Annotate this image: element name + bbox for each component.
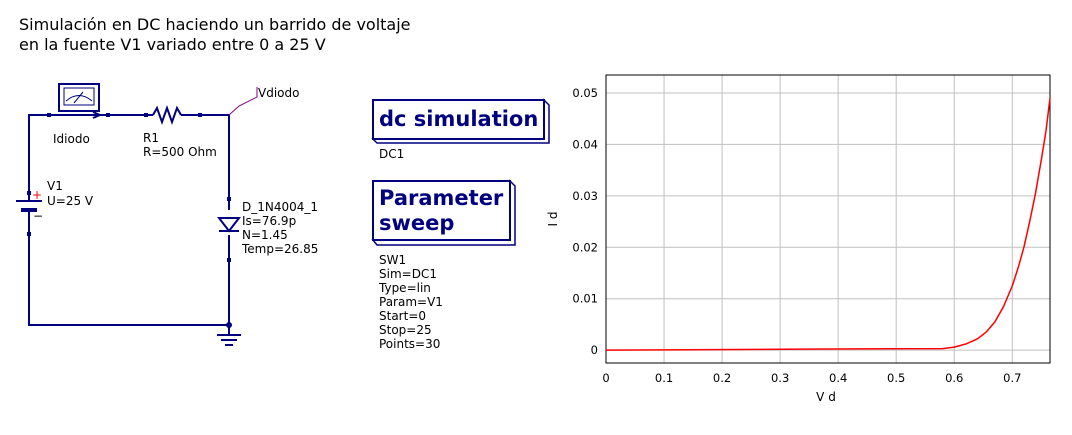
chart-x-tick-label: 0.1 (655, 371, 673, 385)
dc-simulation-block[interactable]: dc simulation (371, 98, 550, 144)
ammeter-label: Idiodo (53, 132, 90, 146)
diode-name: D_1N4004_1 (242, 200, 318, 214)
sweep-param-param: Param=V1 (379, 295, 443, 309)
parameter-sweep-label-2: sweep (379, 211, 454, 235)
diode-symbol (216, 197, 242, 262)
chart-y-tick-label: 0.02 (572, 240, 598, 254)
title-line-2: en la fuente V1 variado entre 0 a 25 V (19, 35, 326, 54)
sweep-param-sim: Sim=DC1 (379, 267, 437, 281)
source-value: U=25 V (47, 194, 94, 208)
chart-x-ticks: 0 0.1 0.2 0.3 0.4 0.5 0.6 0.7 (602, 371, 1021, 385)
chart-y-ticks: 0 0.01 0.02 0.03 0.04 0.05 (572, 86, 598, 357)
chart-x-label: V d (816, 390, 836, 404)
title-line-1: Simulación en DC haciendo un barrido de … (19, 15, 411, 34)
sweep-param-type: Type=lin (378, 281, 431, 295)
ground-symbol (217, 322, 241, 346)
chart-x-tick-label: 0.7 (1003, 371, 1021, 385)
chart-series-line (605, 98, 1051, 351)
chart-y-tick-label: 0 (591, 343, 598, 357)
chart-y-label: I d (546, 212, 560, 227)
chart-y-tick-label: 0.04 (572, 137, 598, 151)
chart-plot-frame (605, 74, 1051, 364)
chart-x-tick-label: 0.2 (713, 371, 731, 385)
sweep-param-name: SW1 (379, 253, 406, 267)
diode-param-is: Is=76.9p (242, 214, 296, 228)
ammeter-symbol (47, 83, 110, 119)
wire-bottom (28, 234, 230, 326)
resistor-name: R1 (143, 131, 159, 145)
wire-resistor-diode (186, 114, 230, 210)
diode-param-temp: Temp=26.85 (241, 242, 318, 256)
chart-grid (605, 75, 1050, 363)
chart-y-tick-label: 0.01 (572, 292, 598, 306)
chart-x-tick-label: 0 (602, 371, 609, 385)
voltage-source-symbol (16, 191, 42, 236)
source-minus-sign: − (33, 209, 43, 223)
dc-simulation-name: DC1 (379, 147, 404, 161)
resistor-symbol (144, 105, 202, 125)
dc-simulation-label: dc simulation (379, 107, 538, 131)
resistor-value: R=500 Ohm (143, 145, 217, 159)
source-name: V1 (47, 179, 63, 193)
chart-y-tick-label: 0.03 (572, 189, 598, 203)
sweep-param-stop: Stop=25 (379, 323, 432, 337)
diode-param-n: N=1.45 (242, 228, 288, 242)
chart-y-tick-label: 0.05 (572, 86, 598, 100)
parameter-sweep-label-1: Parameter (379, 186, 504, 210)
node-label-leader (228, 87, 258, 116)
wire-left-top (28, 114, 49, 193)
chart-x-tick-label: 0.3 (771, 371, 789, 385)
source-plus-sign: + (32, 188, 42, 202)
parameter-sweep-params: SW1 Sim=DC1 Type=lin Param=V1 Start=0 St… (378, 253, 443, 351)
parameter-sweep-block[interactable]: Parameter sweep (371, 179, 516, 246)
sweep-param-points: Points=30 (379, 337, 440, 351)
chart-x-tick-label: 0.4 (829, 371, 847, 385)
chart-x-tick-label: 0.6 (945, 371, 963, 385)
schematic: Idiodo R1 R=500 Ohm Vdiodo + − V1 U=25 V (16, 83, 318, 346)
chart-x-tick-label: 0.5 (887, 371, 905, 385)
chart: 0 0.1 0.2 0.3 0.4 0.5 0.6 0.7 0 0.01 0.02 0.03 0.04… (546, 74, 1051, 404)
node-label: Vdiodo (258, 86, 299, 100)
sweep-param-start: Start=0 (379, 309, 426, 323)
